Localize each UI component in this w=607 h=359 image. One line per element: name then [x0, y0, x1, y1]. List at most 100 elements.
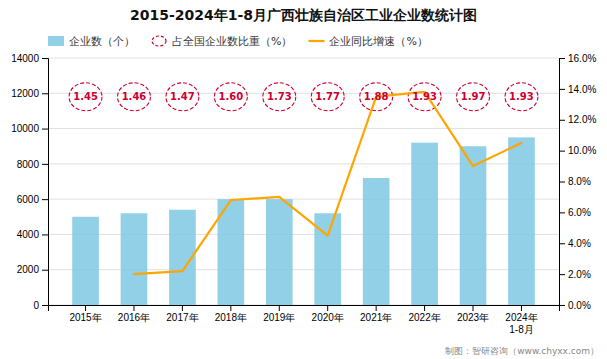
tick: 6.0% — [559, 207, 591, 218]
tick: 2024年1-8月 — [505, 305, 537, 335]
legend-item: 企业数（个） — [48, 35, 135, 48]
data-label: 1.47 — [170, 91, 195, 102]
legend-label: 占全国企业数比重（%） — [172, 35, 292, 48]
tick-label: 10.0% — [568, 145, 596, 156]
axis-domain — [42, 59, 49, 306]
bar — [508, 137, 535, 305]
data-labels: 1.451.461.471.601.731.771.881.931.971.93 — [73, 91, 534, 102]
tick-mark — [559, 305, 565, 306]
bar — [121, 213, 148, 305]
tick-mark — [559, 243, 565, 244]
tick-mark — [559, 120, 565, 121]
tick-mark — [424, 305, 425, 311]
axis-domain — [49, 306, 560, 312]
legend-swatch — [48, 36, 64, 46]
tick-mark — [559, 212, 565, 213]
chart: 1.451.461.471.601.731.771.881.931.971.93… — [0, 0, 607, 359]
tick-label: 2018年 — [215, 312, 247, 323]
tick-mark — [559, 182, 565, 183]
tick-label: 2.0% — [568, 269, 591, 280]
tick-mark — [559, 89, 565, 90]
legend-item: 占全国企业数比重（%） — [152, 35, 292, 48]
ratio-ellipse — [505, 83, 538, 111]
tick-mark — [559, 151, 565, 152]
y-axis: 0 2000 4000 6000 8000 10000 12000 14000 — [11, 53, 48, 311]
title: 2015-2024年1-8月广西壮族自治区工业企业数统计图 — [130, 7, 477, 23]
tick: 0.0% — [559, 300, 591, 311]
data-label: 1.77 — [315, 91, 340, 102]
tick: 10.0% — [559, 145, 596, 156]
legend: 企业数（个） 占全国企业数比重（%） 企业同比增速（%） — [48, 35, 428, 48]
legend-label: 企业同比增速（%） — [329, 35, 427, 48]
tick-mark — [521, 305, 522, 311]
tick: 2022年 — [408, 305, 440, 323]
data-label: 1.97 — [461, 91, 486, 102]
axis-domain — [560, 59, 566, 306]
tick-mark — [279, 305, 280, 311]
tick-label: 0 — [33, 300, 39, 311]
y2-axis: 0.0%2.0%4.0%6.0%8.0%10.0%12.0%14.0%16.0% — [559, 53, 596, 311]
tick-mark — [376, 305, 377, 311]
data-label: 1.88 — [364, 91, 389, 102]
tick-label: 2024年1-8月 — [505, 312, 537, 335]
tick: 2023年 — [457, 305, 489, 323]
legend-swatch — [152, 36, 166, 46]
tick-label: 8.0% — [568, 176, 591, 187]
tick-label: 12000 — [11, 88, 39, 99]
tick-label: 6000 — [17, 194, 40, 205]
tick: 8000 — [17, 159, 48, 170]
bar-series — [72, 137, 535, 305]
bar — [363, 178, 390, 305]
legend-item: 企业同比增速（%） — [308, 35, 427, 48]
tick-label: 4.0% — [568, 238, 591, 249]
tick-mark — [133, 305, 134, 311]
tick-label: 2022年 — [408, 312, 440, 323]
tick: 2021年 — [360, 305, 392, 323]
tick: 0 — [33, 300, 48, 311]
grid-line — [48, 128, 559, 129]
tick-mark — [182, 305, 183, 311]
tick-label: 2020年 — [312, 312, 344, 323]
tick: 2018年 — [215, 305, 247, 323]
tick-label: 4000 — [17, 229, 40, 240]
tick-mark — [42, 305, 48, 306]
tick-mark — [42, 164, 48, 165]
ratio-ellipse — [408, 83, 441, 111]
bar — [72, 217, 99, 305]
tick-label: 16.0% — [568, 53, 596, 64]
tick: 2016年 — [118, 305, 150, 323]
bar — [460, 146, 487, 305]
tick-label: 2021年 — [360, 312, 392, 323]
data-label: 1.60 — [219, 91, 244, 102]
tick-mark — [327, 305, 328, 311]
tick: 12000 — [11, 88, 48, 99]
tick-label: 2019年 — [263, 312, 295, 323]
tick-label: 8000 — [17, 159, 40, 170]
plot-area: 1.451.461.471.601.731.771.881.931.971.93… — [11, 53, 596, 335]
grid-line — [48, 58, 559, 59]
tick: 4000 — [17, 229, 48, 240]
ratio-ellipse — [360, 83, 393, 111]
tick-label: 2015年 — [69, 312, 101, 323]
tick-label: 2017年 — [166, 312, 198, 323]
line — [134, 92, 521, 274]
ratio-ellipse — [457, 83, 490, 111]
data-label: 1.93 — [509, 91, 534, 102]
tick-mark — [473, 305, 474, 311]
tick: 8.0% — [559, 176, 591, 187]
bar — [266, 199, 293, 305]
tick-label: 2000 — [17, 264, 40, 275]
bar — [411, 143, 438, 305]
tick: 4.0% — [559, 238, 591, 249]
data-label: 1.46 — [122, 91, 147, 102]
tick-label: 10000 — [11, 123, 39, 134]
tick-mark — [42, 129, 48, 130]
tick-label: 2016年 — [118, 312, 150, 323]
tick-mark — [230, 305, 231, 311]
tick-mark — [42, 93, 48, 94]
ratio-ellipse — [166, 83, 199, 111]
grid — [48, 58, 559, 305]
marks — [69, 83, 538, 305]
tick-label: 14000 — [11, 53, 39, 64]
tick: 2017年 — [166, 305, 198, 323]
